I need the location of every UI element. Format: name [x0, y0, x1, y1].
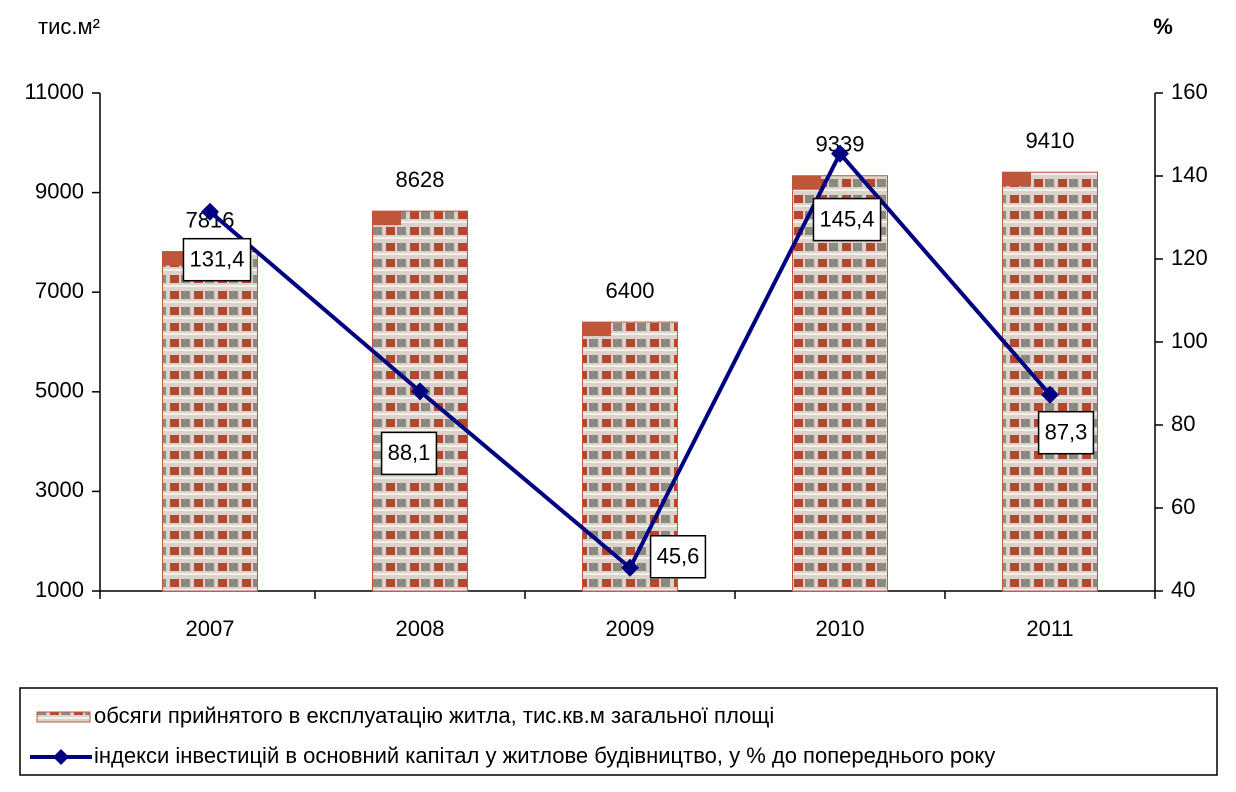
legend-swatch: [36, 711, 91, 723]
bar-value-label: 9410: [1026, 128, 1075, 153]
y-tick-label: 11000: [24, 79, 84, 104]
data-label-box: [812, 197, 882, 242]
y-tick-label: 9000: [35, 178, 84, 203]
y2-tick-label: 120: [1171, 245, 1208, 270]
bar: [792, 175, 888, 592]
bar: [1002, 171, 1098, 592]
data-label: 88,1: [388, 440, 431, 465]
line-marker: [621, 558, 639, 577]
y-tick-label: 7000: [35, 278, 84, 303]
x-tick-label: 2009: [606, 616, 655, 641]
bar: [162, 251, 258, 592]
line-marker: [201, 202, 219, 221]
bar-roof: [1002, 172, 1031, 187]
legend-marker: [53, 749, 69, 765]
data-label: 87,3: [1045, 420, 1088, 445]
line-marker: [831, 144, 849, 163]
x-tick-label: 2010: [816, 616, 865, 641]
legend-box: [19, 687, 1218, 776]
data-label-box: [380, 431, 438, 476]
y2-tick-label: 140: [1171, 162, 1208, 187]
bar-value-label: 6400: [606, 278, 655, 303]
legend-label: обсяги прийнятого в експлуатацію житла, …: [94, 703, 774, 728]
bar-roof: [372, 211, 401, 226]
y-axis-label: тис.м²: [38, 14, 100, 39]
y-tick-label: 1000: [35, 577, 84, 602]
y2-tick-label: 160: [1171, 79, 1208, 104]
x-tick-label: 2007: [186, 616, 235, 641]
bar-value-label: 8628: [396, 167, 445, 192]
data-label: 45,6: [657, 544, 700, 569]
legend-label: індекси інвестицій в основний капітал у …: [94, 743, 995, 768]
data-label-box: [649, 535, 707, 579]
y2-axis-label: %: [1153, 14, 1173, 39]
bar: [372, 210, 468, 592]
line-marker: [1041, 385, 1059, 404]
data-label-box: [182, 237, 252, 282]
y2-tick-label: 40: [1171, 577, 1195, 602]
line-marker: [411, 382, 429, 401]
data-label: 145,4: [819, 206, 874, 231]
y2-tick-label: 100: [1171, 328, 1208, 353]
bar-roof: [582, 322, 611, 337]
y2-tick-label: 60: [1171, 494, 1195, 519]
y2-tick-label: 80: [1171, 411, 1195, 436]
x-tick-label: 2008: [396, 616, 445, 641]
y-tick-label: 5000: [35, 378, 84, 403]
data-label-box: [1037, 410, 1095, 455]
y-tick-label: 3000: [35, 477, 84, 502]
bar-roof: [792, 175, 821, 190]
data-label: 131,4: [189, 247, 244, 272]
x-tick-label: 2011: [1026, 616, 1073, 641]
